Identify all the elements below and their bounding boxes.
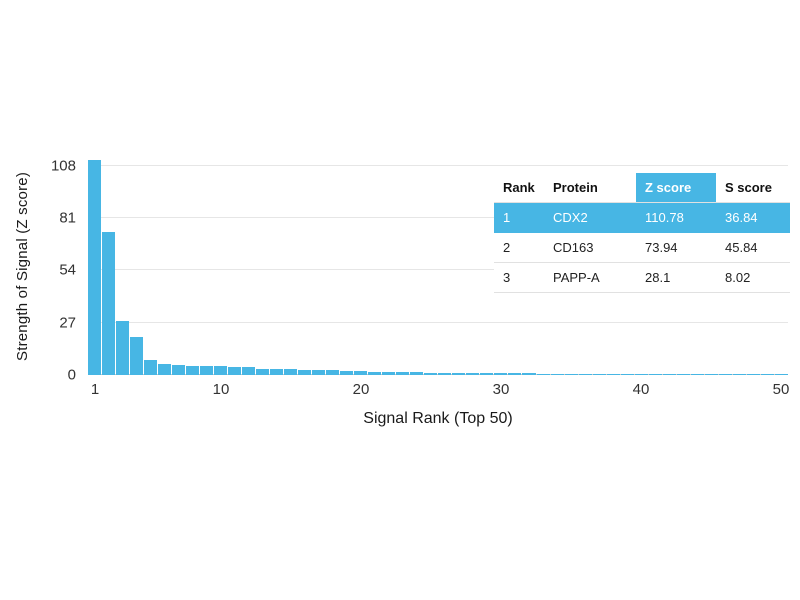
table-body: 1 CDX2 110.78 36.84 2 CD163 73.94 45.84 3 PAPP-A 2… [494,202,790,293]
gridline [88,321,788,323]
table-header-z-score: Z score [636,173,716,203]
bar [410,372,424,375]
bar [662,374,676,375]
gridline [88,164,788,166]
bar [312,369,326,375]
table-cell: CD163 [544,232,636,263]
bar [760,374,774,375]
table-row: 2 CD163 73.94 45.84 [494,232,790,263]
bar [466,373,480,375]
y-axis-tick-labels: 0 27 54 81 108 [38,157,82,383]
bar [326,370,340,375]
x-tick-label: 10 [212,381,230,398]
bar [480,373,494,375]
bar [648,374,662,375]
table-header-rank: Rank [494,173,544,203]
bar [690,374,704,375]
bar [704,374,718,375]
x-tick-label: 30 [492,381,510,398]
table-cell: 36.84 [716,202,790,233]
bar [424,372,438,375]
x-axis-tick-labels: 1 10 20 30 40 50 [88,381,790,401]
plot-area: Rank Protein Z score S score 1 CDX2 110.78 36.… [88,158,790,375]
table-cell: PAPP-A [544,262,636,293]
bar-series [88,158,788,375]
table-row: 1 CDX2 110.78 36.84 [494,202,790,233]
ranking-table: Rank Protein Z score S score 1 CDX2 110.78 36.… [494,173,790,293]
table-cell: 110.78 [636,202,716,233]
bar [774,374,788,375]
x-axis-baseline [88,374,788,375]
bar [536,373,550,375]
bar [354,370,368,375]
bar [284,369,298,375]
bar [144,360,158,375]
gridline [88,217,788,219]
table-header-s-score: S score [716,173,790,203]
bar [606,374,620,375]
bar [186,365,200,375]
bar [228,366,242,375]
bar [172,365,186,375]
bar [130,337,144,375]
bar [270,369,284,375]
bar [438,372,452,375]
table-cell: 3 [494,262,544,293]
table-header-protein: Protein [544,173,636,203]
bar [340,370,354,375]
bar [620,374,634,375]
table-cell: 2 [494,232,544,263]
y-tick-label: 27 [59,314,76,332]
bar [256,368,270,375]
x-tick-label: 1 [90,381,100,398]
table-cell: 45.84 [716,232,790,263]
bar [102,231,116,375]
bar [676,374,690,375]
bar [298,369,312,375]
y-tick-label: 0 [67,366,76,384]
table-cell: 8.02 [716,262,790,293]
bar [200,366,214,375]
bar [634,374,648,375]
bar [578,373,592,375]
bar [746,374,760,375]
y-tick-label: 108 [50,157,76,175]
bar [88,160,102,375]
bar [368,371,382,375]
table-cell: 1 [494,202,544,233]
bar [522,373,536,375]
table-cell: 73.94 [636,232,716,263]
x-axis-title: Signal Rank (Top 50) [363,410,513,427]
bar [718,374,732,375]
bar [732,374,746,375]
x-tick-label: 20 [352,381,370,398]
bar [396,372,410,375]
bar [242,367,256,375]
bar [564,373,578,375]
x-tick-label: 50 [772,381,790,398]
bar [494,373,508,375]
table-header-row: Rank Protein Z score S score [494,173,790,203]
x-tick-label: 40 [632,381,650,398]
table-cell: 28.1 [636,262,716,293]
bar [116,320,130,375]
gridline [88,269,788,271]
table-row: 3 PAPP-A 28.1 8.02 [494,262,790,293]
bar [592,373,606,375]
table-cell: CDX2 [544,202,636,233]
bar [508,373,522,375]
bar [158,364,172,375]
y-tick-label: 54 [59,261,76,279]
bar [452,373,466,375]
bar [214,366,228,375]
y-tick-label: 81 [59,209,76,227]
bar [550,373,564,375]
bar [382,372,396,375]
